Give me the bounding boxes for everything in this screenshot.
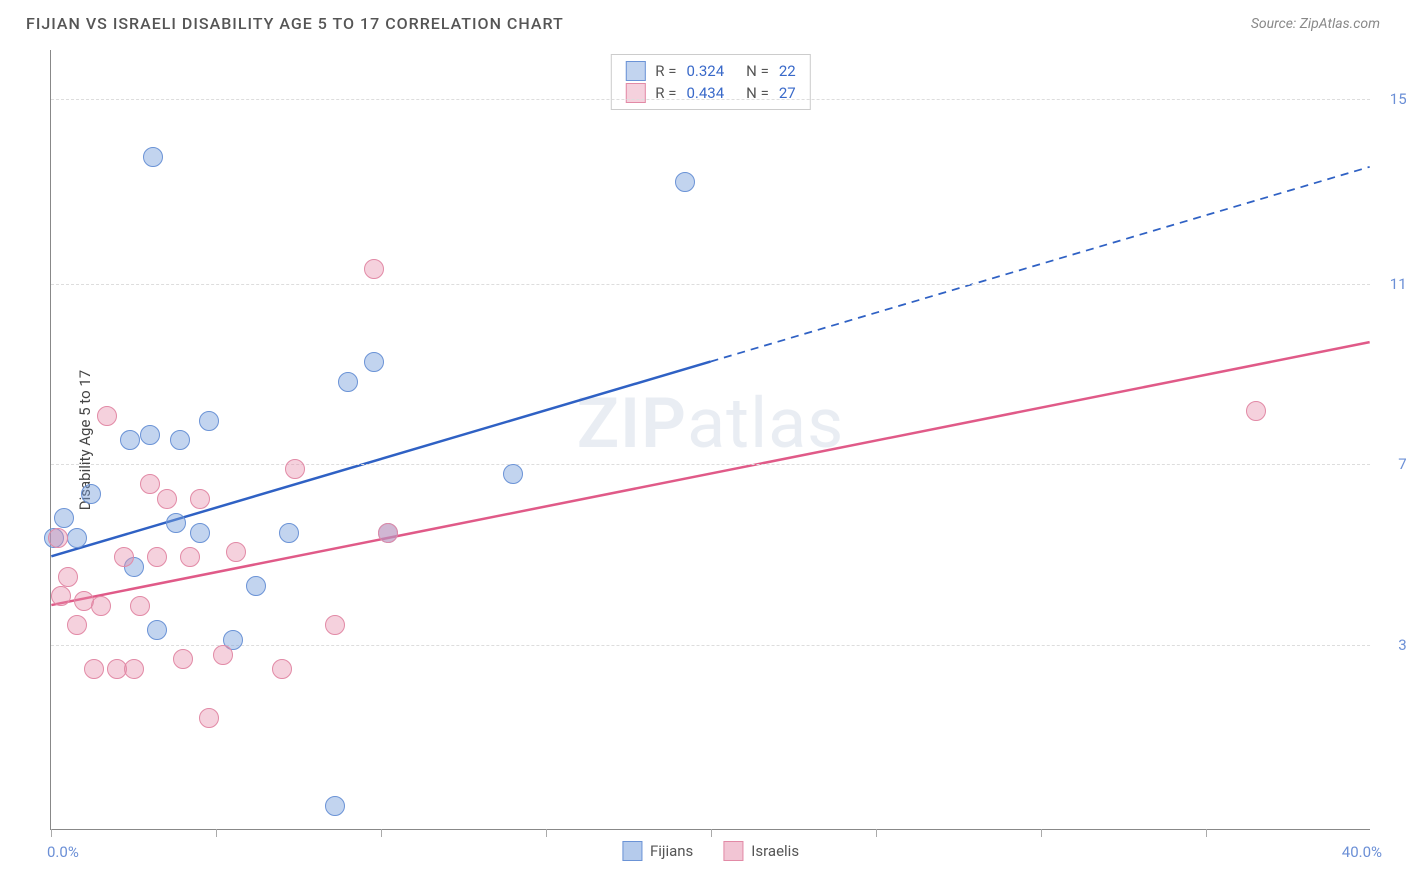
legend-label: Fijians bbox=[650, 842, 693, 860]
data-point bbox=[120, 430, 140, 450]
legend-swatch bbox=[723, 841, 743, 861]
legend-item: Israelis bbox=[723, 841, 799, 861]
x-axis-min-label: 0.0% bbox=[47, 843, 79, 861]
n-value: 22 bbox=[779, 62, 796, 80]
data-point bbox=[364, 259, 384, 279]
data-point bbox=[272, 659, 292, 679]
x-axis-max-label: 40.0% bbox=[1342, 843, 1382, 861]
data-point bbox=[279, 523, 299, 543]
x-tick bbox=[51, 829, 52, 837]
data-point bbox=[67, 528, 87, 548]
data-point bbox=[84, 659, 104, 679]
grid-line bbox=[51, 645, 1370, 646]
x-tick bbox=[381, 829, 382, 837]
data-point bbox=[190, 523, 210, 543]
legend-stat-row: R =0.434N =27 bbox=[625, 83, 795, 103]
legend-swatch bbox=[622, 841, 642, 861]
data-point bbox=[147, 620, 167, 640]
data-point bbox=[170, 430, 190, 450]
legend-stat-row: R = 0.324 N = 22 bbox=[625, 61, 795, 81]
data-point bbox=[91, 596, 111, 616]
chart-source: Source: ZipAtlas.com bbox=[1251, 16, 1380, 32]
data-point bbox=[173, 649, 193, 669]
data-point bbox=[124, 659, 144, 679]
x-tick bbox=[711, 829, 712, 837]
data-point bbox=[130, 596, 150, 616]
y-tick-label: 15.0% bbox=[1390, 90, 1406, 108]
data-point bbox=[246, 576, 266, 596]
r-value: 0.324 bbox=[686, 62, 724, 80]
data-point bbox=[58, 567, 78, 587]
data-point bbox=[81, 484, 101, 504]
legend-swatch bbox=[625, 83, 645, 103]
data-point bbox=[378, 523, 398, 543]
data-point bbox=[213, 645, 233, 665]
y-tick-label: 11.2% bbox=[1390, 275, 1406, 293]
legend-swatch bbox=[625, 61, 645, 81]
data-point bbox=[1246, 401, 1266, 421]
data-point bbox=[97, 406, 117, 426]
chart-header: FIJIAN VS ISRAELI DISABILITY AGE 5 TO 17… bbox=[0, 0, 1406, 41]
data-point bbox=[325, 796, 345, 816]
data-point bbox=[503, 464, 523, 484]
data-point bbox=[199, 411, 219, 431]
series-legend: Fijians Israelis bbox=[622, 841, 799, 861]
data-point bbox=[140, 474, 160, 494]
stat-label: N = bbox=[746, 62, 769, 80]
x-tick bbox=[546, 829, 547, 837]
data-point bbox=[180, 547, 200, 567]
x-tick bbox=[1041, 829, 1042, 837]
data-point bbox=[190, 489, 210, 509]
correlation-legend: R = 0.324 N = 22 R =0.434N =27 bbox=[610, 54, 810, 110]
grid-line bbox=[51, 464, 1370, 465]
data-point bbox=[140, 425, 160, 445]
scatter-chart: Disability Age 5 to 17 ZIPatlas R =0.324… bbox=[50, 50, 1370, 830]
chart-title: FIJIAN VS ISRAELI DISABILITY AGE 5 TO 17… bbox=[26, 14, 564, 33]
data-point bbox=[364, 352, 384, 372]
data-point bbox=[114, 547, 134, 567]
data-point bbox=[48, 528, 68, 548]
data-point bbox=[166, 513, 186, 533]
x-tick bbox=[216, 829, 217, 837]
grid-line bbox=[51, 284, 1370, 285]
data-point bbox=[226, 542, 246, 562]
data-point bbox=[338, 372, 358, 392]
data-point bbox=[285, 459, 305, 479]
grid-line bbox=[51, 99, 1370, 100]
data-point bbox=[143, 147, 163, 167]
y-tick-label: 7.5% bbox=[1398, 455, 1406, 473]
watermark: ZIPatlas bbox=[577, 383, 845, 465]
legend-item: Fijians bbox=[622, 841, 693, 861]
legend-label: Israelis bbox=[751, 842, 799, 860]
x-tick bbox=[876, 829, 877, 837]
x-tick bbox=[1206, 829, 1207, 837]
data-point bbox=[147, 547, 167, 567]
data-point bbox=[675, 172, 695, 192]
trend-lines bbox=[51, 50, 1370, 829]
data-point bbox=[199, 708, 219, 728]
stat-label: R = bbox=[655, 62, 676, 80]
data-point bbox=[157, 489, 177, 509]
data-point bbox=[67, 615, 87, 635]
y-tick-label: 3.8% bbox=[1398, 636, 1406, 654]
data-point bbox=[325, 615, 345, 635]
data-point bbox=[51, 586, 71, 606]
data-point bbox=[54, 508, 74, 528]
